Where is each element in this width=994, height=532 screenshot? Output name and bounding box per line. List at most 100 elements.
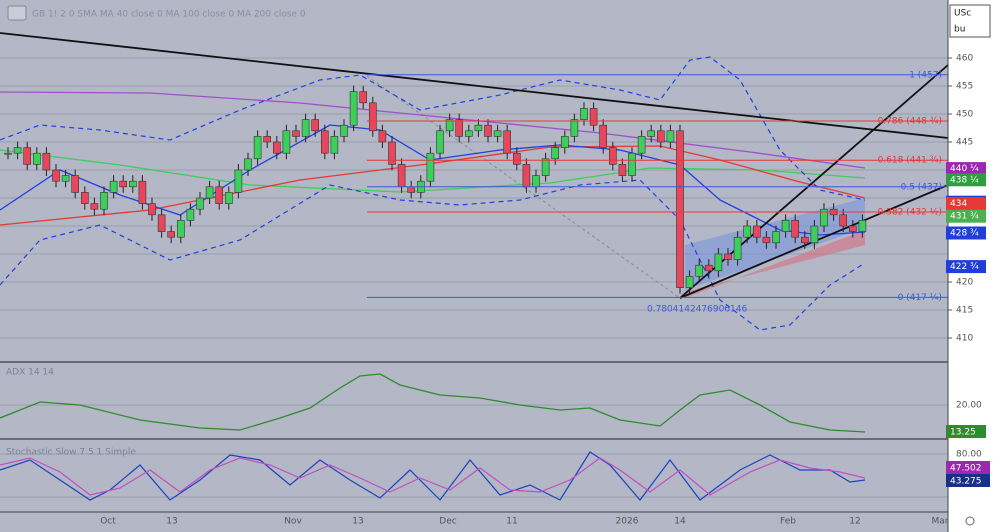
candle xyxy=(791,220,800,238)
candles xyxy=(4,85,867,294)
candle xyxy=(177,220,185,238)
price-tag-label: 422 ¾ xyxy=(950,262,979,272)
candle xyxy=(464,130,473,137)
anchor-label: 0.7804142476906146 xyxy=(647,305,747,315)
fib-label: 0.618 (441 ¾) xyxy=(878,156,942,166)
bb-upper xyxy=(0,56,866,201)
fib-label: 1 (457) xyxy=(909,70,942,80)
candle xyxy=(388,141,396,165)
candle xyxy=(205,186,214,199)
candle xyxy=(512,152,521,165)
candle xyxy=(848,225,857,232)
adx-label: ADX 14 14 xyxy=(6,368,54,378)
candle xyxy=(330,136,339,154)
price-tick-label: 445 xyxy=(956,138,973,148)
price-tick-label: 420 xyxy=(956,278,973,288)
candle xyxy=(225,192,233,204)
candle xyxy=(522,164,531,188)
collapse-button[interactable] xyxy=(7,5,27,21)
date-label: 2026 xyxy=(616,517,639,527)
candle xyxy=(743,225,752,238)
candle xyxy=(810,225,819,244)
candle xyxy=(733,236,742,260)
candle xyxy=(858,220,867,232)
candle xyxy=(589,108,598,126)
adx-value-tag xyxy=(946,425,986,438)
candle xyxy=(138,180,147,204)
fib-label: 0 (417 ¼) xyxy=(898,293,942,303)
candle xyxy=(695,264,704,277)
candle xyxy=(455,119,464,137)
price-tag xyxy=(946,197,986,211)
candle xyxy=(839,214,848,227)
legend-text: GB 1! 2 0 SMA MA 40 close 0 MA 100 close… xyxy=(32,10,306,20)
price-tick-label: 450 xyxy=(956,110,973,120)
stoch-k xyxy=(0,451,866,501)
candle xyxy=(311,119,320,132)
candle xyxy=(724,253,732,260)
settings-icon[interactable] xyxy=(965,516,975,526)
price-tag-label: 440 ¼ xyxy=(950,164,979,174)
price-tick-label: 410 xyxy=(956,334,973,344)
candle xyxy=(119,180,127,188)
fib-anchor-line xyxy=(366,75,681,299)
date-label: Feb xyxy=(780,517,796,527)
price-tag xyxy=(946,260,986,274)
date-label: 11 xyxy=(506,517,517,527)
date-label: Dec xyxy=(439,517,456,527)
price-tag xyxy=(946,226,986,240)
candle xyxy=(397,164,406,188)
candle xyxy=(52,169,60,182)
candle xyxy=(560,136,569,148)
candle xyxy=(129,180,137,188)
price-tick-label: 460 xyxy=(956,54,973,64)
channel-fill-red xyxy=(685,230,865,298)
ma-100 xyxy=(0,149,866,193)
price-tick-label: 455 xyxy=(956,82,973,92)
candle xyxy=(263,136,272,143)
candle xyxy=(704,264,713,272)
candle xyxy=(541,158,550,176)
candle xyxy=(282,130,291,154)
bb-lower xyxy=(0,179,866,331)
candle xyxy=(426,152,435,182)
candle xyxy=(100,192,108,210)
candle xyxy=(618,164,627,176)
currency-box[interactable] xyxy=(949,4,991,38)
price-tick-label: 415 xyxy=(956,306,973,316)
date-label: 13 xyxy=(166,517,177,527)
candle xyxy=(752,225,761,238)
candle xyxy=(570,119,579,137)
candle xyxy=(349,91,358,126)
price-tag-label: 434 xyxy=(950,199,967,209)
candle xyxy=(148,203,156,216)
price-tag xyxy=(946,209,986,223)
candle xyxy=(503,130,512,154)
price-tag-label: 428 ¾ xyxy=(950,229,979,239)
unit: bu xyxy=(954,25,965,35)
candle xyxy=(820,208,828,227)
candle xyxy=(599,124,608,148)
candle xyxy=(484,124,492,137)
candle xyxy=(196,197,204,210)
candle xyxy=(762,236,771,244)
stoch-d xyxy=(0,457,866,496)
candle xyxy=(215,186,223,204)
stoch-k-value: 47.502 xyxy=(950,464,982,474)
price-tag xyxy=(946,162,986,176)
date-label: 13 xyxy=(352,517,363,527)
currency: USc xyxy=(954,9,971,19)
candle xyxy=(42,152,51,171)
candle xyxy=(368,102,377,132)
candle xyxy=(71,175,79,193)
candle xyxy=(234,169,243,193)
candle xyxy=(445,119,454,132)
candle xyxy=(13,147,22,154)
candle xyxy=(320,130,329,154)
candle xyxy=(800,236,809,244)
candle xyxy=(474,124,483,132)
candle xyxy=(4,152,12,155)
candle xyxy=(781,220,790,232)
date-label: 12 xyxy=(849,517,860,527)
